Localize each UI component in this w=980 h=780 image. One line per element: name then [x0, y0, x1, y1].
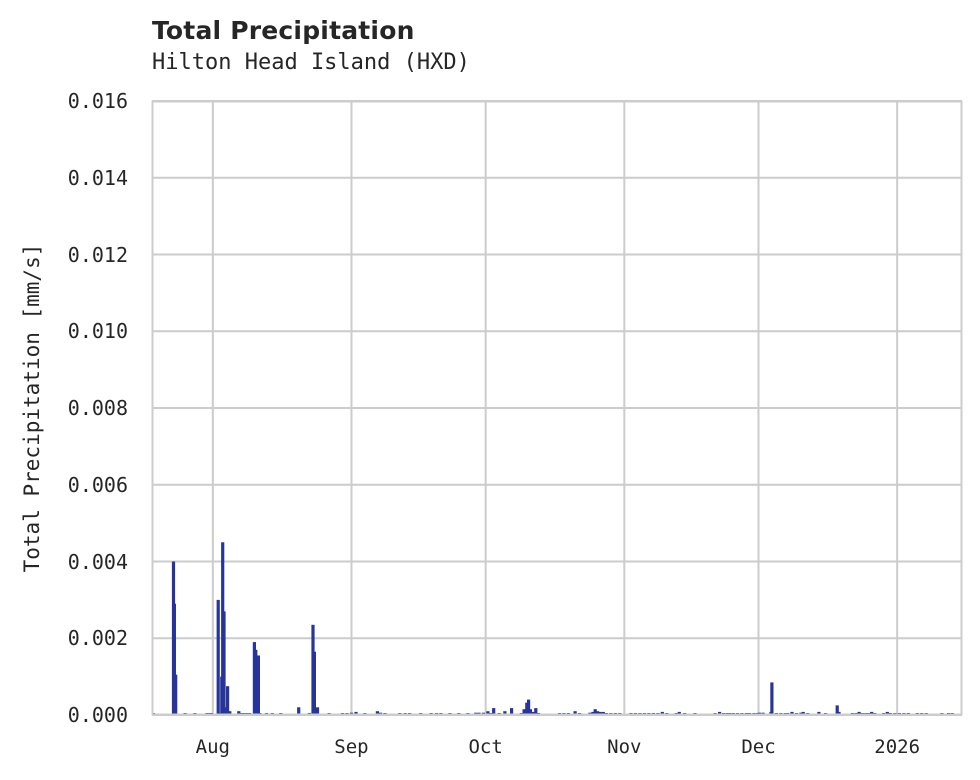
precip-bar — [531, 711, 535, 715]
precip-bar — [254, 649, 258, 715]
y-tick-label: 0.008 — [67, 396, 128, 420]
chart-title: Total Precipitation — [152, 16, 415, 45]
y-tick-label: 0.006 — [67, 472, 128, 497]
y-tick-label: 0.010 — [67, 319, 128, 344]
precip-bar — [885, 711, 889, 715]
precip-bar — [718, 711, 722, 715]
x-tick-label: Oct — [468, 736, 503, 758]
x-tick-label: Sep — [334, 736, 369, 758]
precip-bar — [591, 711, 595, 715]
precip-bar — [492, 708, 496, 715]
precip-bar — [354, 711, 358, 715]
precip-bar — [837, 711, 841, 715]
precip-bar — [226, 686, 230, 715]
precip-bar — [315, 707, 320, 715]
precip-bar — [237, 711, 241, 715]
precip-bar — [573, 711, 577, 715]
precip-bar — [601, 711, 605, 715]
gridlines — [152, 100, 962, 716]
precip-bar — [817, 711, 821, 715]
precip-bar — [486, 711, 490, 715]
precip-bar — [174, 674, 178, 715]
precip-bar — [528, 709, 532, 715]
precip-bar — [870, 711, 874, 715]
precip-bar — [527, 699, 531, 715]
precip-bar — [510, 708, 514, 715]
x-tick-label: 2026 — [874, 736, 921, 758]
precip-bar — [228, 711, 232, 715]
chart-subtitle: Hilton Head Island (HXD) — [152, 50, 470, 75]
y-tick-label: 0.000 — [67, 703, 128, 727]
x-tick-label: Nov — [607, 736, 642, 758]
precip-bar — [223, 707, 227, 715]
precip-bar — [857, 711, 861, 715]
precip-bar — [172, 603, 176, 715]
precip-bar — [790, 711, 794, 715]
precip-bar — [525, 702, 529, 715]
y-tick-label: 0.002 — [67, 626, 128, 651]
y-tick-label: 0.016 — [67, 89, 128, 113]
precip-bar — [534, 708, 538, 715]
precipitation-bars — [151, 542, 954, 715]
y-tick-label: 0.012 — [67, 242, 128, 267]
precip-bar — [297, 707, 301, 715]
precip-bar — [503, 711, 507, 715]
precip-bar — [216, 599, 220, 715]
precip-bar — [312, 651, 316, 715]
precip-bar — [522, 709, 526, 715]
precip-bar — [595, 711, 600, 715]
precip-bar — [598, 711, 602, 715]
plot-frame — [151, 100, 963, 716]
precip-bar — [256, 655, 260, 715]
precip-bar — [677, 711, 681, 715]
x-tick-label: Dec — [741, 736, 776, 758]
precip-bar — [593, 709, 597, 715]
precip-bar — [835, 705, 839, 715]
precip-bar — [770, 682, 774, 715]
precip-bar — [801, 711, 805, 715]
x-tick-label: Aug — [195, 736, 230, 758]
precip-bar — [660, 711, 664, 715]
y-tick-label: 0.014 — [67, 165, 128, 190]
y-tick-label: 0.004 — [67, 549, 128, 574]
precip-bar — [375, 711, 379, 715]
precip-bar — [222, 611, 226, 715]
